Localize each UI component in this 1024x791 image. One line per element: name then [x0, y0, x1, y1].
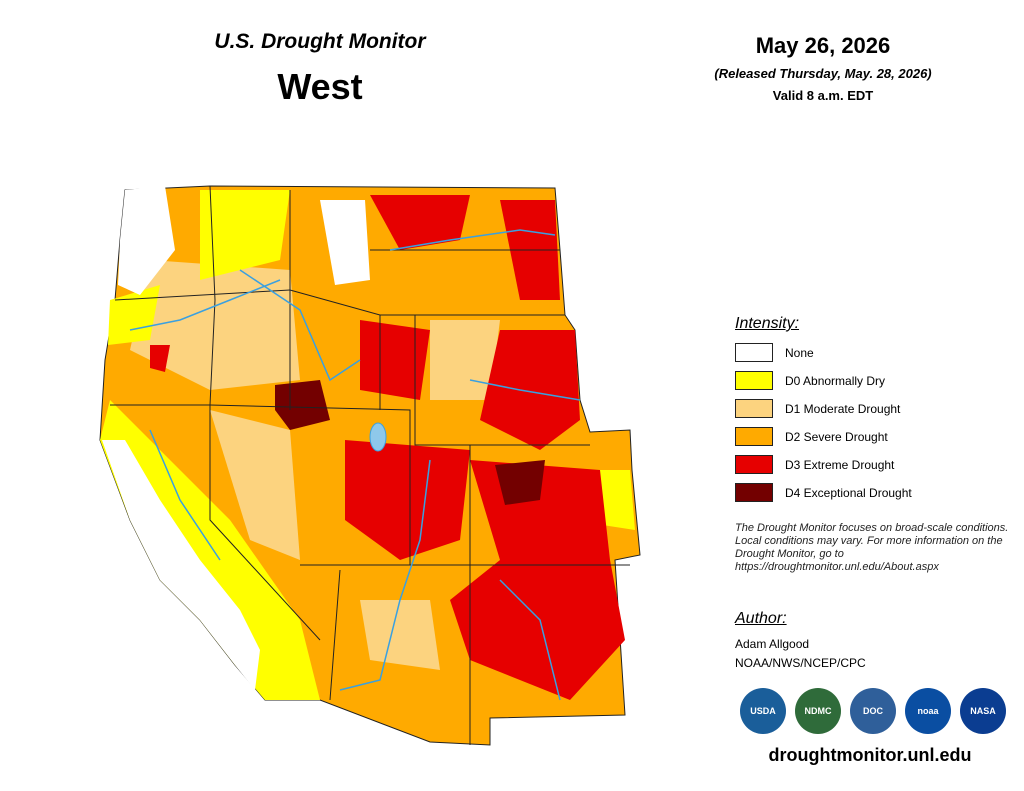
map-title: U.S. Drought Monitor: [214, 30, 426, 53]
logos: USDA NDMC DOC noaa NASA: [740, 688, 1006, 734]
legend-item: D2 Severe Drought: [735, 427, 912, 455]
river: [149, 429, 221, 561]
legend-swatch: [735, 343, 773, 362]
region-d3: [150, 345, 170, 372]
region-none: [102, 440, 260, 690]
logo: NASA: [960, 688, 1006, 734]
legend-swatch: [735, 455, 773, 474]
state-borders: [110, 185, 630, 745]
border: [289, 289, 381, 410]
legend-item: D4 Exceptional Drought: [735, 483, 912, 511]
rivers: [129, 229, 581, 701]
legend-title: Intensity:: [735, 315, 800, 332]
legend-item: D3 Extreme Drought: [735, 455, 912, 483]
legend: None D0 Abnormally Dry D1 Moderate Drought…: [735, 343, 912, 511]
logo: DOC: [850, 688, 896, 734]
border: [110, 185, 216, 406]
drought-map: [99, 185, 641, 746]
river: [129, 279, 281, 331]
legend-label: D2 Severe Drought: [785, 430, 888, 444]
map-date: May 26, 2026: [755, 33, 891, 58]
legend-label: D1 Moderate Drought: [785, 402, 901, 416]
region-d1: [360, 600, 440, 670]
lake: [369, 422, 387, 452]
region-d1: [130, 260, 300, 390]
river: [389, 229, 556, 251]
region-d1: [210, 410, 300, 560]
region-title: West: [277, 66, 363, 107]
logo: noaa: [905, 688, 951, 734]
legend-label: None: [785, 346, 814, 360]
legend-swatch: [735, 483, 773, 502]
region-none: [320, 200, 370, 285]
region-none: [118, 186, 175, 295]
legend-swatch: [735, 371, 773, 390]
border: [209, 405, 321, 641]
region-d3: [480, 330, 580, 450]
region-d4: [495, 460, 545, 505]
region-d3: [370, 195, 470, 250]
region-d3: [450, 460, 625, 700]
legend-item: D0 Abnormally Dry: [735, 371, 912, 399]
border: [209, 404, 411, 565]
legend-label: D4 Exceptional Drought: [785, 486, 912, 500]
border: [114, 289, 291, 301]
river: [499, 579, 561, 701]
author-name: Adam Allgood: [735, 637, 810, 651]
author-org: NOAA/NWS/NCEP/CPC: [735, 656, 866, 670]
region-d4: [275, 380, 330, 430]
river: [239, 269, 361, 382]
logo: NDMC: [795, 688, 841, 734]
website[interactable]: droughtmonitor.unl.edu: [768, 745, 972, 765]
region-d3: [345, 440, 470, 560]
river: [339, 459, 431, 691]
valid-time: Valid 8 a.m. EDT: [772, 88, 874, 103]
legend-item: None: [735, 343, 912, 371]
logo: USDA: [740, 688, 786, 734]
legend-label: D0 Abnormally Dry: [785, 374, 886, 388]
release-date: (Released Thursday, May. 28, 2026): [714, 66, 932, 81]
border: [329, 569, 341, 701]
region-d0: [200, 190, 290, 280]
river: [469, 379, 581, 401]
region-d0: [100, 400, 320, 700]
legend-label: D3 Extreme Drought: [785, 458, 895, 472]
legend-item: D1 Moderate Drought: [735, 399, 912, 427]
author-title: Author:: [735, 610, 787, 627]
region-d1: [430, 320, 500, 400]
legend-swatch: [735, 399, 773, 418]
region-d3: [360, 320, 430, 400]
legend-swatch: [735, 427, 773, 446]
note: The Drought Monitor focuses on broad-sca…: [735, 522, 1009, 573]
border: [414, 315, 590, 446]
